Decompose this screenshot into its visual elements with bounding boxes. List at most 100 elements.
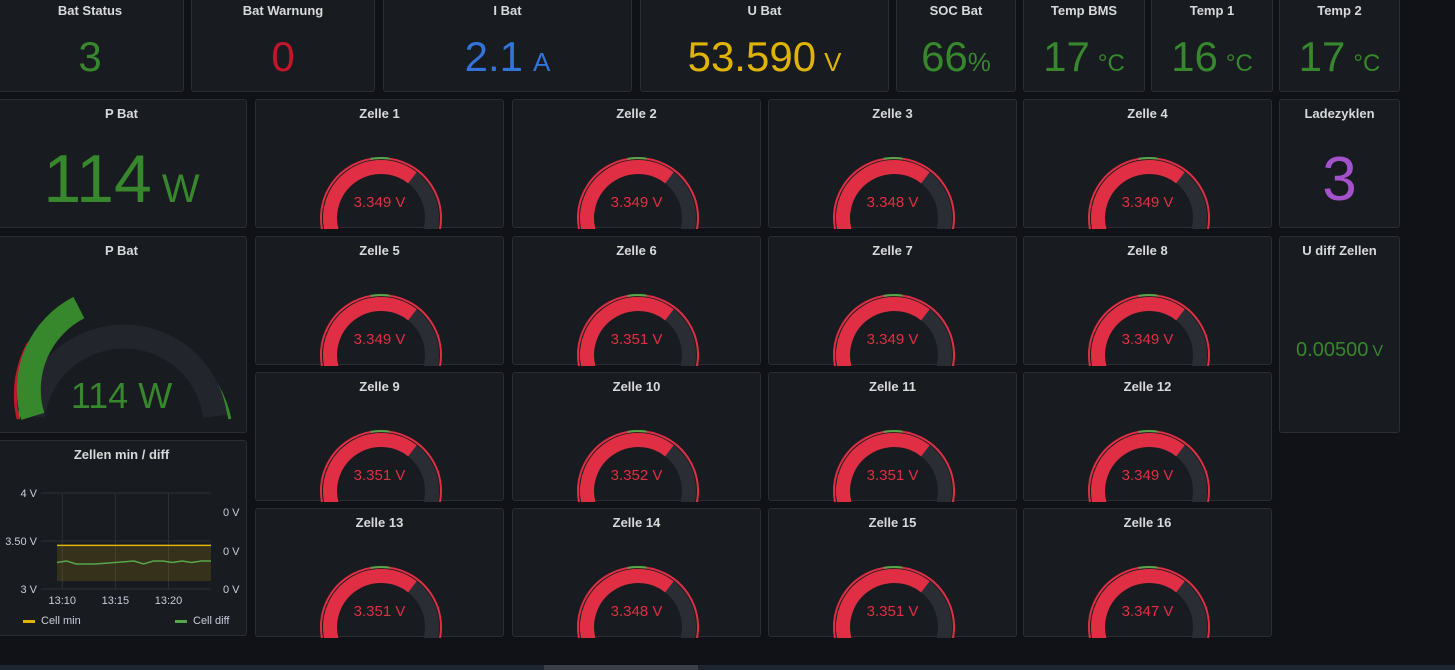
cell-gauge-arc — [1088, 294, 1210, 366]
chart-plot: 4 V 3.50 V 3 V 0 V 0 V 0 V 13:10 13:15 13:20 — [5, 488, 240, 607]
cell-voltage-value: 3.351 V — [353, 467, 406, 484]
panel-title: Bat Warnung — [242, 3, 324, 18]
cell-voltage-value: 3.351 V — [866, 467, 919, 484]
stat-value: 17 °C — [1298, 33, 1381, 80]
cell-gauge-arc — [577, 566, 699, 638]
panel-title: Zelle 16 — [1123, 515, 1172, 530]
cell-gauge-arc — [1088, 157, 1210, 229]
panel-title: Zelle 1 — [359, 106, 400, 121]
stat-value: 0 — [271, 33, 295, 80]
chart-title: Zellen min / diff — [73, 447, 170, 462]
cell-gauge-arc — [320, 566, 442, 638]
panel-title: Zelle 9 — [359, 379, 400, 394]
stat-temp-1[interactable]: Temp 1 16 °C — [1151, 0, 1273, 92]
panel-title: Zelle 13 — [355, 515, 404, 530]
cell-voltage-value: 3.349 V — [353, 194, 406, 211]
cell-voltage-value: 3.349 V — [1121, 467, 1174, 484]
cell-voltage-value: 3.351 V — [610, 331, 663, 348]
gauge-zelle-12[interactable]: Zelle 12 3.349 V — [1023, 372, 1272, 502]
cell-voltage-value: 3.349 V — [610, 194, 663, 211]
gauge-zelle-11[interactable]: Zelle 11 3.351 V — [768, 372, 1017, 502]
panel-title: U diff Zellen — [1302, 243, 1377, 258]
stat-bat-status[interactable]: Bat Status 3 — [0, 0, 184, 92]
cell-voltage-value: 3.351 V — [353, 603, 406, 620]
panel-title: Zelle 7 — [872, 243, 913, 258]
stat-temp-bms[interactable]: Temp BMS 17 °C — [1023, 0, 1145, 92]
panel-title: Ladezyklen — [1304, 106, 1375, 121]
panel-title: Zelle 8 — [1127, 243, 1168, 258]
stat-value: 16 °C — [1171, 33, 1253, 80]
legend-cell-diff[interactable]: Cell diff — [175, 615, 229, 627]
stat-soc-bat[interactable]: SOC Bat 66% — [896, 0, 1016, 92]
panel-title: Zelle 12 — [1123, 379, 1172, 394]
x-tick-label: 13:15 — [102, 595, 130, 607]
gauge-zelle-3[interactable]: Zelle 3 3.348 V — [768, 99, 1017, 229]
gauge-zelle-10[interactable]: Zelle 10 3.352 V — [512, 372, 761, 502]
cell-gauge-arc — [1088, 430, 1210, 502]
legend-cell-min[interactable]: Cell min — [23, 615, 81, 627]
cell-voltage-value: 3.352 V — [610, 467, 663, 484]
stat-p-bat[interactable]: P Bat 114 W — [0, 99, 247, 228]
cell-gauge-arc — [833, 430, 955, 502]
panel-title: Zelle 3 — [872, 106, 913, 121]
cell-gauge-arc — [577, 430, 699, 502]
panel-title: Temp 1 — [1189, 3, 1235, 18]
panel-title: P Bat — [105, 243, 138, 258]
gauge-zelle-14[interactable]: Zelle 14 3.348 V — [512, 508, 761, 638]
gauge-zelle-2[interactable]: Zelle 2 3.349 V — [512, 99, 761, 229]
gauge-zelle-15[interactable]: Zelle 15 3.351 V — [768, 508, 1017, 638]
gauge-zelle-5[interactable]: Zelle 5 3.349 V — [255, 236, 504, 366]
x-tick-label: 13:20 — [155, 595, 183, 607]
series-cell-diff-line — [56, 560, 211, 565]
panel-title: SOC Bat — [929, 3, 983, 18]
stat-bat-warnung[interactable]: Bat Warnung 0 — [191, 0, 375, 92]
gauge-zelle-1[interactable]: Zelle 1 3.349 V — [255, 99, 504, 229]
chart-zellen-min-diff[interactable]: Zellen min / diff 4 V 3.50 V 3 V 0 V 0 V 0 V 1… — [0, 440, 247, 636]
p-bat-gauge-arc — [13, 296, 232, 420]
panel-title: Zelle 2 — [616, 106, 657, 121]
stat-value: 2.1 A — [464, 33, 551, 80]
y-left-tick-label: 4 V — [20, 488, 37, 500]
y-right-tick-label: 0 V — [223, 546, 240, 558]
panel-title: Bat Status — [57, 3, 123, 18]
gauge-value: 114 W — [70, 375, 173, 416]
panel-title: Zelle 5 — [359, 243, 400, 258]
stat-ladezyklen[interactable]: Ladezyklen 3 — [1279, 99, 1400, 228]
gauge-zelle-8[interactable]: Zelle 8 3.349 V — [1023, 236, 1272, 366]
stat-temp-2[interactable]: Temp 2 17 °C — [1279, 0, 1400, 92]
cell-voltage-value: 3.349 V — [1121, 331, 1174, 348]
cell-voltage-value: 3.349 V — [866, 331, 919, 348]
horizontal-scrollbar[interactable] — [0, 665, 1455, 670]
gauge-zelle-16[interactable]: Zelle 16 3.347 V — [1023, 508, 1272, 638]
cell-voltage-value: 3.347 V — [1121, 603, 1174, 620]
stat-value: 3 — [78, 33, 102, 80]
cell-gauge-arc — [320, 294, 442, 366]
gauge-zelle-9[interactable]: Zelle 9 3.351 V — [255, 372, 504, 502]
cell-gauge-arc — [1088, 566, 1210, 638]
x-tick-label: 13:10 — [48, 595, 76, 607]
cell-gauge-arc — [320, 430, 442, 502]
cell-voltage-value: 3.349 V — [1121, 194, 1174, 211]
cell-gauge-arc — [577, 157, 699, 229]
y-right-tick-label: 0 V — [223, 584, 240, 596]
gauge-zelle-7[interactable]: Zelle 7 3.349 V — [768, 236, 1017, 366]
panel-title: Zelle 4 — [1127, 106, 1168, 121]
stat-value: 17 °C — [1043, 33, 1125, 80]
stat-i-bat[interactable]: I Bat 2.1 A — [383, 0, 632, 92]
cell-voltage-value: 3.348 V — [866, 194, 919, 211]
cell-gauge-arc — [577, 294, 699, 366]
cell-voltage-value: 3.349 V — [353, 331, 406, 348]
gauge-zelle-4[interactable]: Zelle 4 3.349 V — [1023, 99, 1272, 229]
stat-u-diff-zellen[interactable]: U diff Zellen 0.00500 V — [1279, 236, 1400, 433]
series-cell-min-area — [57, 545, 211, 581]
gauge-zelle-13[interactable]: Zelle 13 3.351 V — [255, 508, 504, 638]
scrollbar-thumb[interactable] — [544, 665, 698, 670]
panel-title: Zelle 10 — [612, 379, 661, 394]
gauge-zelle-6[interactable]: Zelle 6 3.351 V — [512, 236, 761, 366]
gauge-p-bat[interactable]: P Bat 114 W — [0, 236, 247, 433]
cell-gauge-arc — [833, 157, 955, 229]
cell-voltage-value: 3.351 V — [866, 603, 919, 620]
stat-value: 53.590 V — [687, 33, 842, 80]
stat-u-bat[interactable]: U Bat 53.590 V — [640, 0, 889, 92]
y-left-tick-label: 3 V — [20, 584, 37, 596]
